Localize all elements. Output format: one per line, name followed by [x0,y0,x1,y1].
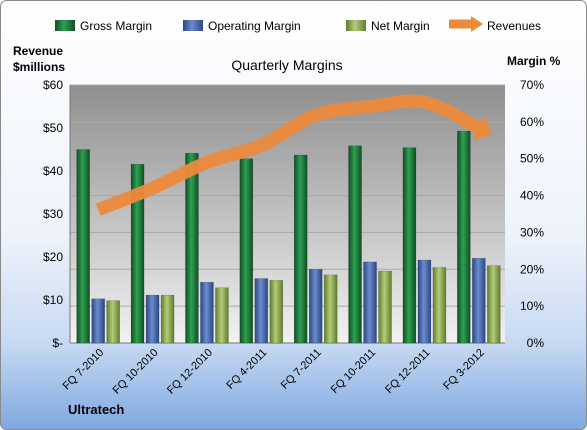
right-tick-label: 70% [520,78,544,92]
gross-margin-bar [457,130,471,344]
legend-label-operating-margin: Operating Margin [208,19,301,33]
net-margin-bar [160,294,175,344]
right-tick-label: 50% [520,152,544,166]
net-margin-bar [215,287,229,344]
legend-label-net-margin: Net Margin [371,19,430,33]
gross-margin-bar [185,152,199,344]
operating-margin-bar [308,269,323,344]
operating-margin-bar [200,281,214,344]
gross-margin-bar [130,163,145,344]
operating-margin-bar [417,259,432,344]
gross-margin-bar [76,149,90,344]
left-tick-label: $10 [43,293,63,307]
left-tick-label: $40 [43,164,63,178]
right-tick-label: 20% [520,262,544,276]
left-tick-label: $50 [43,121,63,135]
legend: Gross Margin Operating Margin Net Margin… [55,16,541,33]
company-label: Ultratech [68,402,124,417]
left-tick-label: $- [52,336,63,350]
gross-margin-bar [348,145,362,344]
net-margin-bar [487,265,501,344]
right-tick-label: 0% [527,336,545,350]
right-tick-label: 10% [520,299,544,313]
net-margin-bar [323,274,338,344]
right-axis-label: Margin % [507,54,561,68]
net-margin-bar [432,267,447,344]
left-axis-label-line2: $millions [13,60,65,74]
legend-swatch-operating-margin [183,20,203,31]
legend-swatch-gross-margin [55,20,75,31]
gross-margin-bar [402,147,417,344]
legend-label-revenues: Revenues [487,19,541,33]
legend-arrow-icon [471,16,483,32]
left-tick-label: $20 [43,250,63,264]
net-margin-bar [106,300,120,344]
net-margin-bar [269,280,284,344]
operating-margin-bar [472,257,486,344]
chart-title: Quarterly Margins [231,57,342,73]
left-tick-label: $30 [43,207,63,221]
legend-label-gross-margin: Gross Margin [80,19,152,33]
left-tick-label: $60 [43,78,63,92]
operating-margin-bar [363,261,377,344]
operating-margin-bar [254,278,269,344]
bars [76,130,501,344]
revenue-line-layer [95,94,492,216]
legend-swatch-net-margin [346,20,366,31]
net-margin-bar [378,270,392,344]
revenue-arrowhead [472,115,492,141]
right-axis-ticks: 0% 10% 20% 30% 40% 50% 60% 70% [520,78,544,350]
left-axis-label-line1: Revenue [13,44,63,58]
right-tick-label: 60% [520,115,544,129]
gross-margin-bar [293,154,308,344]
revenue-line [95,94,482,216]
right-tick-label: 40% [520,189,544,203]
operating-margin-bar [145,294,160,344]
left-axis-ticks: $- $10 $20 $30 $40 $50 $60 [43,78,63,350]
gross-margin-bar [239,158,254,344]
right-tick-label: 30% [520,225,544,239]
operating-margin-bar [91,298,105,344]
